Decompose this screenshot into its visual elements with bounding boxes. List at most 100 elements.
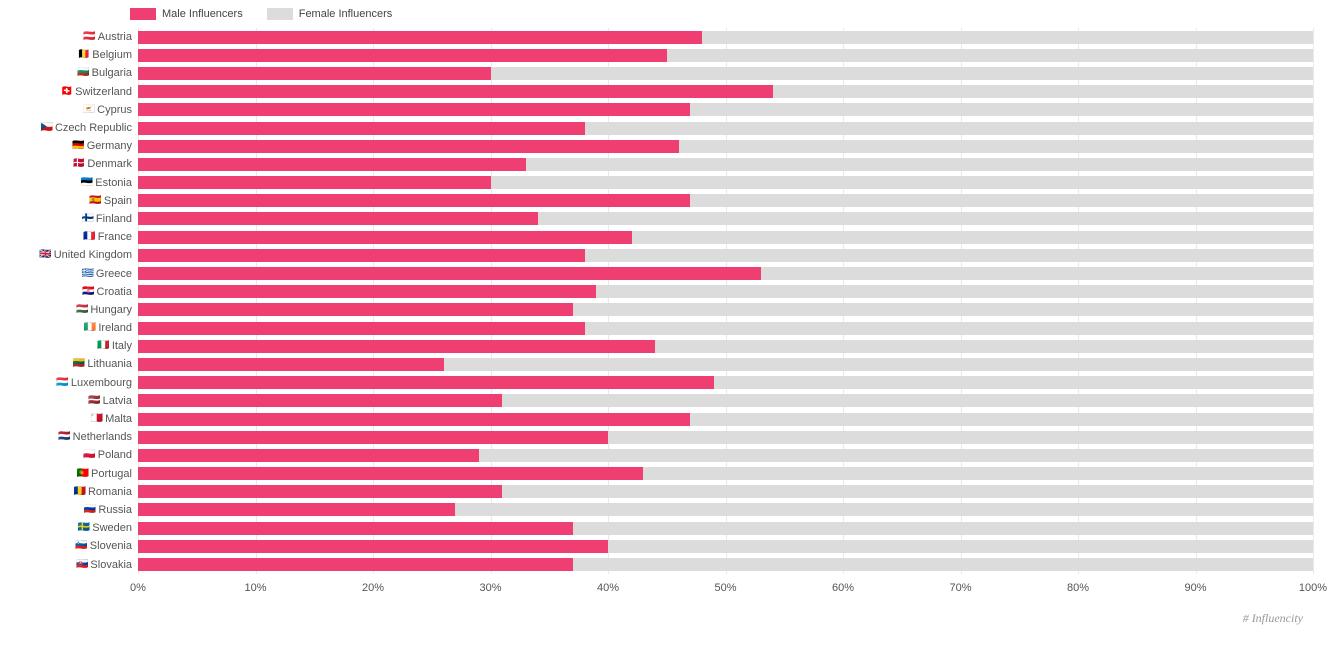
- flag-icon: 🇭🇺: [76, 305, 88, 315]
- bar-male: [138, 358, 444, 371]
- bar-row: 🇮🇹Italy: [138, 337, 1313, 355]
- y-label: 🇧🇬Bulgaria: [20, 67, 138, 79]
- bar-female: [632, 231, 1314, 244]
- flag-icon: 🇸🇮: [75, 541, 87, 551]
- bar-row: 🇨🇾Cyprus: [138, 101, 1313, 119]
- flag-icon: 🇨🇾: [83, 105, 95, 115]
- x-tick-label: 30%: [479, 582, 501, 594]
- bar-track: [138, 431, 1313, 444]
- flag-icon: 🇱🇹: [73, 359, 85, 369]
- bar-row: 🇸🇪Sweden: [138, 519, 1313, 537]
- bar-male: [138, 522, 573, 535]
- y-label: 🇩🇰Denmark: [20, 158, 138, 170]
- bar-female: [573, 303, 1313, 316]
- bar-female: [573, 558, 1313, 571]
- bar-track: [138, 558, 1313, 571]
- country-name: Finland: [96, 213, 132, 225]
- legend-label-female: Female Influencers: [299, 8, 393, 20]
- y-label: 🇮🇪Ireland: [20, 322, 138, 334]
- bar-track: [138, 249, 1313, 262]
- country-name: Slovenia: [90, 540, 132, 552]
- y-label: 🇳🇱Netherlands: [20, 431, 138, 443]
- flag-icon: 🇵🇹: [77, 469, 89, 479]
- bar-male: [138, 413, 690, 426]
- bar-track: [138, 31, 1313, 44]
- bar-male: [138, 267, 761, 280]
- bar-male: [138, 394, 502, 407]
- x-tick-label: 60%: [832, 582, 854, 594]
- bar-row: 🇮🇪Ireland: [138, 319, 1313, 337]
- bar-row: 🇬🇷Greece: [138, 264, 1313, 282]
- bar-row: 🇩🇪Germany: [138, 137, 1313, 155]
- flag-icon: 🇸🇪: [78, 523, 90, 533]
- flag-icon: 🇷🇺: [84, 505, 96, 515]
- bar-female: [655, 340, 1313, 353]
- country-name: Switzerland: [75, 86, 132, 98]
- flag-icon: 🇪🇸: [89, 196, 101, 206]
- y-label: 🇷🇴Romania: [20, 486, 138, 498]
- swatch-female: [267, 8, 293, 20]
- swatch-male: [130, 8, 156, 20]
- y-label: 🇦🇹Austria: [20, 31, 138, 43]
- bar-track: [138, 212, 1313, 225]
- bar-male: [138, 85, 773, 98]
- y-label: 🇩🇪Germany: [20, 140, 138, 152]
- y-label: 🇬🇧United Kingdom: [20, 249, 138, 261]
- bar-male: [138, 503, 455, 516]
- bar-male: [138, 176, 491, 189]
- country-name: Italy: [112, 340, 132, 352]
- bar-female: [491, 67, 1314, 80]
- bar-male: [138, 340, 655, 353]
- flag-icon: 🇱🇺: [56, 378, 68, 388]
- bar-male: [138, 431, 608, 444]
- x-axis: 0%10%20%30%40%50%60%70%80%90%100%: [138, 580, 1313, 600]
- flag-icon: 🇧🇪: [78, 50, 90, 60]
- bar-track: [138, 322, 1313, 335]
- y-label: 🇨🇾Cyprus: [20, 104, 138, 116]
- y-label: 🇧🇪Belgium: [20, 49, 138, 61]
- bar-track: [138, 49, 1313, 62]
- bar-row: 🇳🇱Netherlands: [138, 428, 1313, 446]
- bar-female: [444, 358, 1314, 371]
- country-name: Hungary: [90, 304, 132, 316]
- bar-male: [138, 285, 596, 298]
- country-name: Czech Republic: [55, 122, 132, 134]
- bar-track: [138, 394, 1313, 407]
- x-tick-label: 90%: [1184, 582, 1206, 594]
- bar-female: [585, 322, 1314, 335]
- bar-track: [138, 540, 1313, 553]
- bar-female: [679, 140, 1314, 153]
- bar-female: [585, 122, 1314, 135]
- x-tick-label: 100%: [1299, 582, 1327, 594]
- country-name: Sweden: [92, 522, 132, 534]
- bar-male: [138, 49, 667, 62]
- bar-female: [702, 31, 1313, 44]
- bar-male: [138, 322, 585, 335]
- y-label: 🇪🇪Estonia: [20, 177, 138, 189]
- bar-female: [502, 394, 1313, 407]
- y-label: 🇸🇮Slovenia: [20, 540, 138, 552]
- flag-icon: 🇬🇧: [39, 250, 51, 260]
- flag-icon: 🇵🇱: [83, 450, 95, 460]
- bar-male: [138, 158, 526, 171]
- flag-icon: 🇨🇿: [41, 123, 53, 133]
- bar-female: [585, 249, 1314, 262]
- bar-male: [138, 231, 632, 244]
- bar-track: [138, 485, 1313, 498]
- watermark: # Influencity: [1243, 611, 1303, 626]
- y-label: 🇸🇪Sweden: [20, 522, 138, 534]
- country-name: United Kingdom: [54, 249, 132, 261]
- country-name: Germany: [87, 140, 132, 152]
- bar-female: [690, 413, 1313, 426]
- bar-female: [538, 212, 1314, 225]
- bar-male: [138, 558, 573, 571]
- y-label: 🇨🇿Czech Republic: [20, 122, 138, 134]
- flag-icon: 🇱🇻: [88, 396, 100, 406]
- bar-row: 🇪🇸Spain: [138, 192, 1313, 210]
- country-name: Slovakia: [90, 559, 132, 571]
- bar-female: [643, 467, 1313, 480]
- bar-female: [667, 49, 1313, 62]
- x-tick-label: 40%: [597, 582, 619, 594]
- bar-row: 🇧🇪Belgium: [138, 46, 1313, 64]
- bar-track: [138, 158, 1313, 171]
